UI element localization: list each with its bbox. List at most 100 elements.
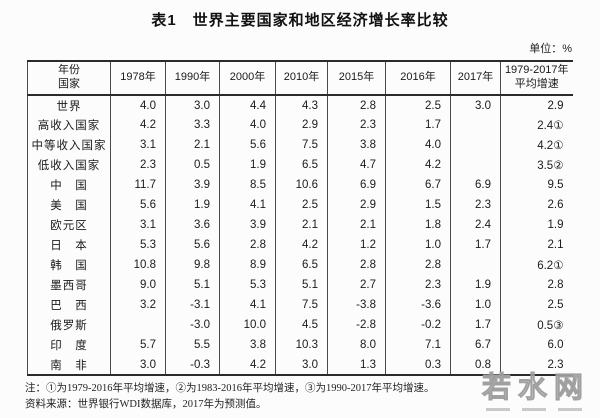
cell-value: 7.5 (275, 295, 328, 315)
cell-value: 3.9 (165, 175, 220, 195)
cell-value: 9.0 (110, 275, 166, 295)
cell-value: 4.7 (327, 155, 386, 175)
cell-value: 5.3 (110, 235, 166, 255)
cell-value: 4.4 (219, 95, 276, 115)
cell-value: 2.1 (327, 215, 386, 235)
cell-value: 6.7 (385, 175, 451, 195)
cell-value: 3.1 (110, 135, 166, 155)
cell-value: 0.8 (450, 355, 501, 375)
cell-value (450, 135, 501, 155)
cell-value: 1.7 (450, 315, 501, 335)
row-label: 中等收入国家 (27, 135, 111, 155)
cell-value: 2.8 (500, 275, 573, 295)
cell-value: 6.9 (327, 175, 386, 195)
cell-value: 6.5 (275, 255, 328, 275)
cell-value: 4.0 (110, 95, 166, 115)
cell-value: 2.7 (327, 275, 386, 295)
corner-header-cell: 年份 国家 (27, 61, 111, 96)
table-row: 世界 4.0 3.0 4.4 4.3 2.8 2.5 3.0 2.9 (27, 95, 573, 115)
cell-value: 6.9 (450, 175, 501, 195)
cell-value: 2.3 (327, 115, 386, 135)
table-row: 日 本 5.3 5.6 2.8 4.2 1.2 1.0 1.7 2.1 (27, 235, 573, 255)
cell-value: 6.2① (500, 255, 573, 275)
cell-value: 3.0 (450, 95, 501, 115)
cell-value: 5.1 (275, 275, 328, 295)
cell-value: 10.6 (275, 175, 328, 195)
cell-value: 2.5 (500, 295, 573, 315)
cell-value: -0.3 (165, 355, 220, 375)
cell-value: 2.8 (327, 255, 386, 275)
table-row: 欧元区 3.1 3.6 3.9 2.1 2.1 1.8 2.4 1.9 (27, 215, 573, 235)
growth-rate-table: 年份 国家 1978年 1990年 2000年 2010年 2015年 2016年 2017… (27, 60, 573, 376)
row-label: 美 国 (27, 195, 111, 215)
cell-value: 1.9 (450, 275, 501, 295)
cell-value: -3.8 (327, 295, 386, 315)
cell-value: 2.3 (450, 195, 501, 215)
cell-value: 5.1 (165, 275, 220, 295)
cell-value: 3.0 (275, 355, 328, 375)
cell-value: 1.5 (385, 195, 451, 215)
row-label: 日 本 (27, 235, 111, 255)
table-title: 表1 世界主要国家和地区经济增长率比较 (151, 12, 449, 29)
cell-value: -3.6 (385, 295, 451, 315)
cell-value (450, 255, 501, 275)
cell-value: 3.0 (165, 95, 220, 115)
cell-value: 2.5 (385, 95, 451, 115)
cell-value: 8.9 (219, 255, 276, 275)
watermark-subtext-marks (486, 408, 582, 411)
cell-value: 11.7 (110, 175, 166, 195)
table-row: 印 度 5.7 5.5 3.8 10.3 8.0 7.1 6.7 6.0 (27, 335, 573, 355)
cell-value: 2.1 (275, 215, 328, 235)
row-label: 欧元区 (27, 215, 111, 235)
cell-value: 9.5 (500, 175, 573, 195)
table-row: 美 国 5.6 1.9 4.1 2.5 2.9 1.5 2.3 2.6 (27, 195, 573, 215)
footnote-line: 注：①为1979-2016年平均增速，②为1983-2016年平均增速，③为19… (25, 383, 435, 394)
cell-value: 3.8 (219, 335, 276, 355)
watermark-text: 若水网 (481, 372, 590, 404)
cell-value: 3.9 (219, 215, 276, 235)
cell-value: 0.5③ (500, 315, 573, 335)
cell-value: 7.5 (275, 135, 328, 155)
cell-value: 1.7 (385, 115, 451, 135)
cell-value: 1.9 (219, 155, 276, 175)
table-row: 南 非 3.0 -0.3 4.2 3.0 1.3 0.3 0.8 2.3 (27, 355, 573, 375)
cell-value: 6.5 (275, 155, 328, 175)
cell-value: 1.0 (450, 295, 501, 315)
cell-value: 3.1 (110, 215, 166, 235)
table-row: 巴 西 3.2 -3.1 4.1 7.5 -3.8 -3.6 1.0 2.5 (27, 295, 573, 315)
cell-value: 2.8 (219, 235, 276, 255)
column-header: 2010年 (275, 61, 328, 96)
cell-value: 2.3 (385, 275, 451, 295)
table-row: 低收入国家 2.3 0.5 1.9 6.5 4.7 4.2 3.5② (27, 155, 573, 175)
cell-value: 1.3 (327, 355, 386, 375)
cell-value: 4.2 (219, 355, 276, 375)
corner-header-bottom: 国家 (58, 78, 80, 90)
cell-value: 2.3 (110, 155, 166, 175)
table-row: 墨西哥 9.0 5.1 5.3 5.1 2.7 2.3 1.9 2.8 (27, 275, 573, 295)
cell-value: 5.6 (165, 235, 220, 255)
cell-value: 9.8 (165, 255, 220, 275)
cell-value: 2.1 (165, 135, 220, 155)
unit-label: 单位：% (529, 43, 572, 55)
cell-value: 4.3 (275, 95, 328, 115)
cell-value: 3.8 (327, 135, 386, 155)
cell-value (450, 155, 501, 175)
row-label: 印 度 (27, 335, 111, 355)
cell-value: 2.3 (500, 355, 573, 375)
column-header: 1979-2017年平均增速 (500, 61, 573, 96)
table-row: 高收入国家 4.2 3.3 4.0 2.9 2.3 1.7 2.4① (27, 115, 573, 135)
row-label: 世界 (27, 95, 111, 115)
row-label: 巴 西 (27, 295, 111, 315)
table-notes: 注：①为1979-2016年平均增速，②为1983-2016年平均增速，③为19… (25, 381, 435, 414)
column-header: 2016年 (385, 61, 451, 96)
cell-value: 6.0 (500, 335, 573, 355)
cell-value: 3.3 (165, 115, 220, 135)
cell-value: 1.9 (500, 215, 573, 235)
cell-value: 4.0 (219, 115, 276, 135)
cell-value: 5.7 (110, 335, 166, 355)
source-line: 资料来源：世界银行WDI数据库，2017年为预测值。 (25, 399, 267, 411)
cell-value: 5.6 (110, 195, 166, 215)
cell-value: 2.9 (500, 95, 573, 115)
cell-value: 4.2 (275, 235, 328, 255)
